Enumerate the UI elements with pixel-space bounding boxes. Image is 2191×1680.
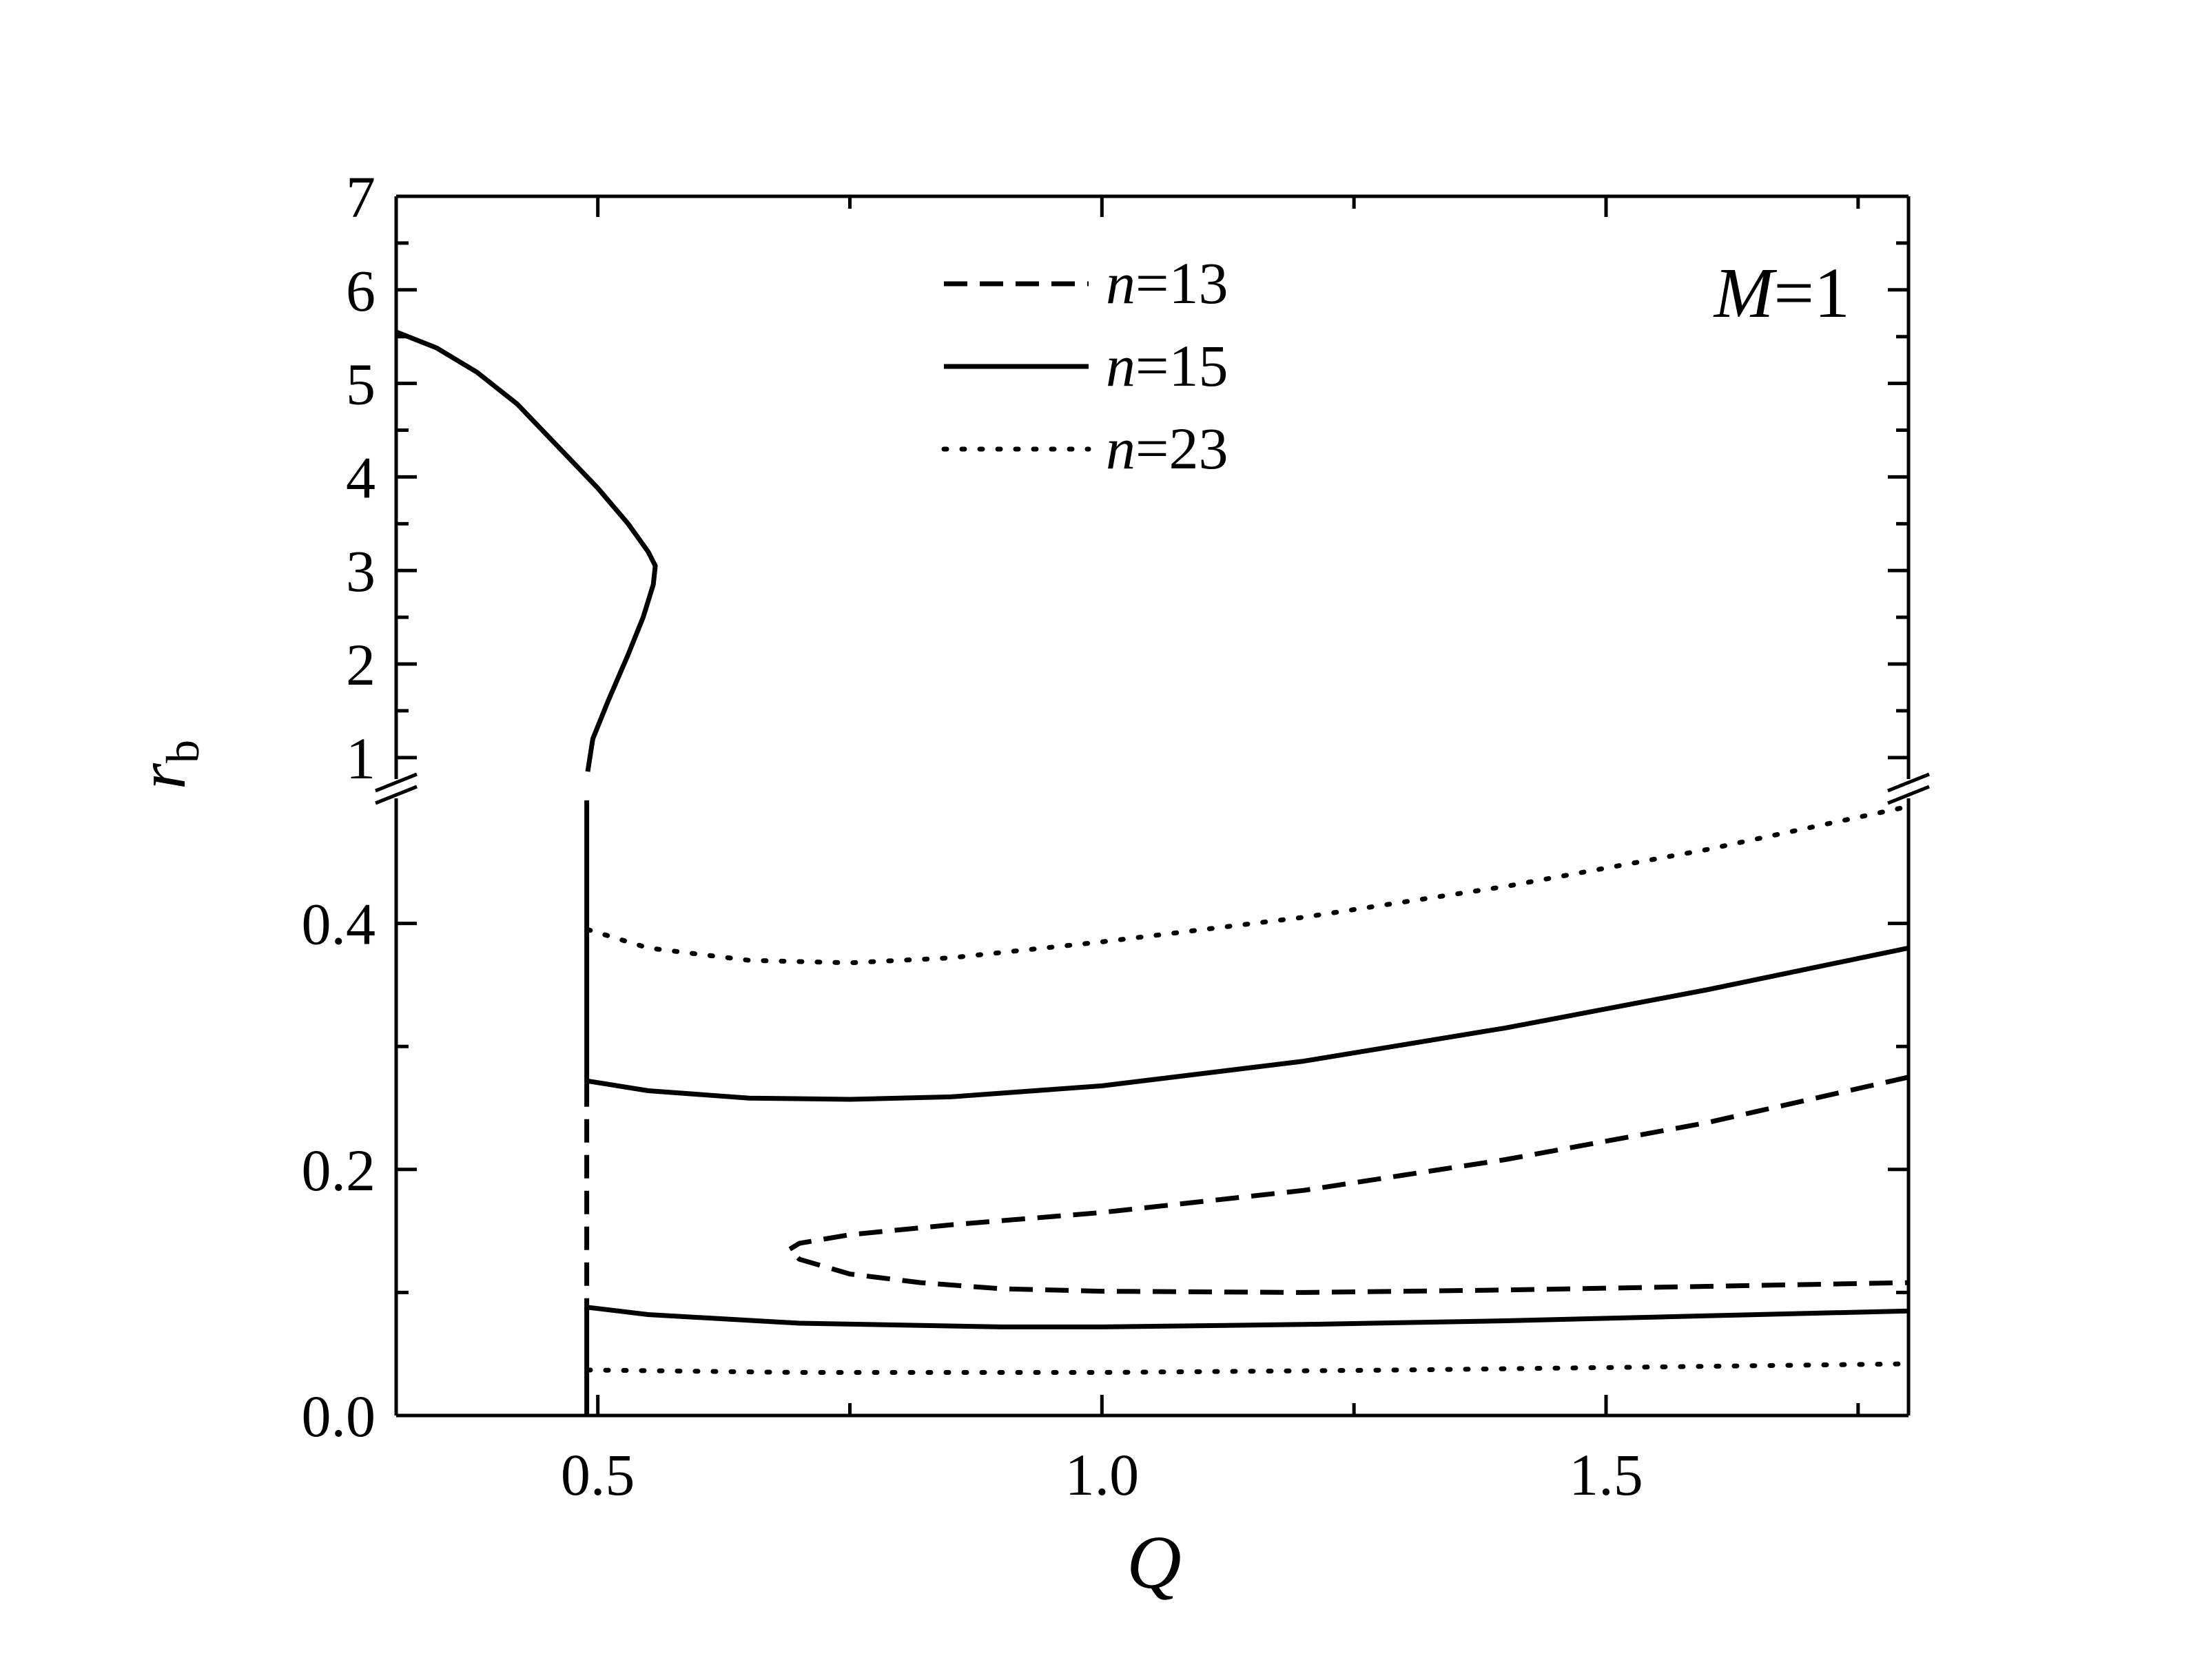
y-tick-label: 0.4 xyxy=(302,891,376,957)
legend: n=13 n=15 n=23 xyxy=(941,250,1228,481)
y-axis-label-sub: b xyxy=(156,740,209,763)
y-axis-label-main: r xyxy=(125,763,200,789)
series-line-n15-lower xyxy=(586,1305,1909,1329)
svg-text:n=13: n=13 xyxy=(1106,250,1228,316)
y-axis-label: rb xyxy=(125,740,209,789)
legend-label-var: n xyxy=(1106,333,1135,399)
series-line-n13-nose xyxy=(787,1075,1909,1295)
legend-label-eq: =13 xyxy=(1135,250,1228,316)
legend-item-n15: n=15 xyxy=(944,333,1228,399)
y-tick-label: 7 xyxy=(346,164,376,230)
y-tick-label: 2 xyxy=(346,632,376,698)
y-tick-label: 0.0 xyxy=(302,1383,376,1449)
svg-text:n=23: n=23 xyxy=(1106,415,1228,481)
legend-label-var: n xyxy=(1106,250,1135,316)
y-tick-label: 1 xyxy=(346,725,376,791)
legend-label-eq: =23 xyxy=(1135,415,1228,481)
y-tick-label: 0.2 xyxy=(302,1137,376,1203)
series-line-n15-upper-lower xyxy=(586,945,1909,1102)
x-tick-label: 0.5 xyxy=(561,1442,635,1508)
y-tick-label: 4 xyxy=(346,444,376,510)
svg-text:n=15: n=15 xyxy=(1106,333,1228,399)
annotation-eq: =1 xyxy=(1773,253,1850,333)
x-tick-label: 1.0 xyxy=(1065,1442,1140,1508)
x-axis-label: Q xyxy=(1127,1520,1181,1604)
legend-label-var: n xyxy=(1106,415,1135,481)
legend-item-n13: n=13 xyxy=(944,250,1228,316)
legend-label-eq: =15 xyxy=(1135,333,1228,399)
y-tick-label: 6 xyxy=(346,258,376,324)
axis-break-mark-right-2 xyxy=(1887,785,1930,805)
axis-break-mark-left-2 xyxy=(375,785,418,805)
series-line-n15-upper-branch xyxy=(395,329,658,772)
axis-break-mark-right-1 xyxy=(1887,772,1930,793)
legend-item-n23: n=23 xyxy=(941,415,1228,481)
axis-break-mark-left-1 xyxy=(375,772,418,793)
plot-area: 0.5 1.0 1.5 1 2 3 4 5 6 7 0.0 0.2 0.4 xyxy=(302,164,1930,1508)
y-tick-label: 3 xyxy=(346,538,376,604)
annotation-m: M=1 xyxy=(1713,253,1850,333)
x-tick-label: 1.5 xyxy=(1569,1442,1643,1508)
annotation-var: M xyxy=(1713,253,1778,333)
series-line-n23-lower xyxy=(585,1361,1911,1375)
y-tick-label: 5 xyxy=(346,351,376,417)
